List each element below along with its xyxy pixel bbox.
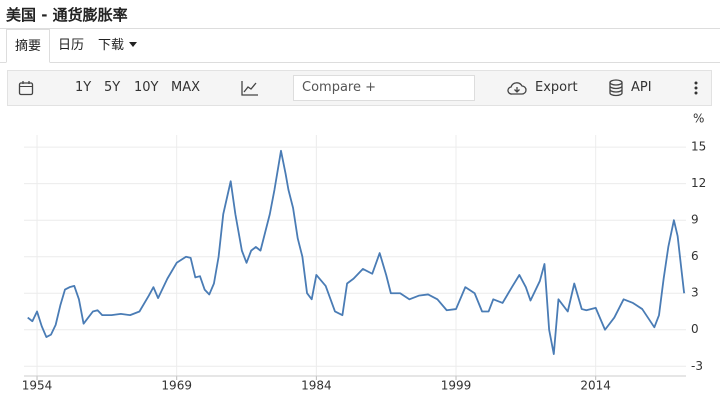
range-button[interactable]: 10Y: [134, 80, 159, 95]
toolbar: 1Y 5Y 10Y MAX Compare + Export API: [7, 70, 712, 106]
calendar-icon[interactable]: [18, 80, 34, 96]
y-tick-label: 6: [691, 249, 699, 263]
range-button[interactable]: MAX: [171, 80, 201, 95]
y-tick-label: 0: [691, 322, 699, 336]
compare-input[interactable]: Compare +: [293, 75, 475, 101]
y-tick-label: -3: [691, 359, 703, 373]
tab-bar: 摘要 日历 下载: [0, 29, 720, 63]
range-button[interactable]: 5Y: [104, 80, 121, 95]
chart-type-icon[interactable]: [241, 80, 259, 96]
tab[interactable]: 下载: [98, 38, 125, 53]
api-button[interactable]: API: [631, 80, 652, 95]
page-title: 美国 - 通货膨胀率: [6, 6, 128, 24]
range-button[interactable]: 1Y: [75, 80, 92, 95]
x-tick-label: 2014: [580, 379, 611, 393]
dropdown-arrow: [129, 42, 137, 47]
x-tick-label: 1954: [22, 379, 53, 393]
x-tick-label: 1999: [441, 379, 472, 393]
data-line: [27, 149, 686, 355]
y-tick-label: 15: [691, 140, 706, 154]
more-menu[interactable]: [693, 81, 699, 97]
chart: % -3 0 3 6 9 12 15 1954 1969 1984 1999 2014: [22, 112, 707, 393]
y-tick-label: 12: [691, 176, 706, 190]
tab[interactable]: 摘要: [6, 29, 51, 63]
tab[interactable]: 日历: [58, 38, 85, 53]
x-tick-label: 1984: [301, 379, 332, 393]
y-unit: %: [693, 112, 704, 126]
api-icon[interactable]: [609, 79, 623, 97]
export-button[interactable]: Export: [535, 80, 578, 95]
header: 美国 - 通货膨胀率: [0, 0, 720, 29]
x-tick-label: 1969: [161, 379, 192, 393]
y-tick-label: 3: [691, 286, 699, 300]
y-tick-label: 9: [691, 213, 699, 227]
export-icon[interactable]: [507, 80, 527, 96]
